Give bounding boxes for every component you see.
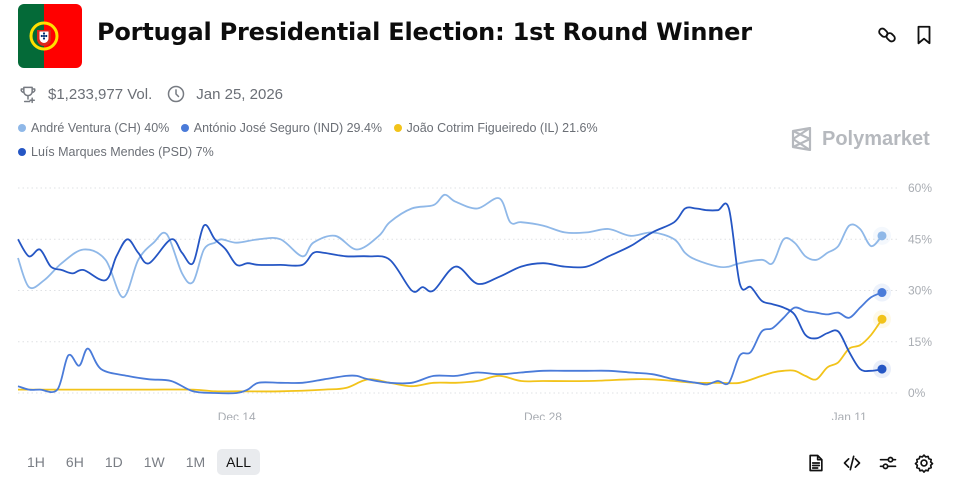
endpoint-marker-antonio-jose-seguro-ind [877, 288, 887, 298]
range-all[interactable]: ALL [217, 449, 261, 475]
gear-icon [914, 454, 934, 473]
legend-dot [180, 124, 189, 132]
x-tick-label: Jan 11 [832, 410, 867, 420]
range-1m[interactable]: 1M [185, 454, 206, 470]
y-tick-label: 60% [908, 181, 932, 195]
series-line-antonio-jose-seguro-ind [17, 291, 883, 395]
polymarket-icon [791, 127, 812, 151]
code-icon [843, 455, 861, 471]
y-tick-label: 15% [908, 335, 932, 349]
legend-label: Luís Marques Mendes (PSD) 7% [31, 145, 214, 159]
range-1h[interactable]: 1H [27, 454, 45, 470]
range-1d[interactable]: 1D [104, 454, 123, 470]
endpoint-marker-joao-cotrim-figueiredo-il [877, 314, 887, 324]
settings-button[interactable] [914, 453, 936, 475]
bookmark-button[interactable] [913, 24, 935, 46]
range-6h[interactable]: 6H [65, 454, 84, 470]
copy-link-button[interactable] [876, 24, 898, 46]
legend-dot [393, 124, 402, 132]
market-meta: $1,233,977 Vol. Jan 25, 2026 [18, 84, 283, 104]
time-range-selector: 1H 6H 1D 1W 1M ALL [18, 449, 263, 475]
bookmark-icon [917, 25, 931, 45]
legend-label: André Ventura (CH) 40% [31, 121, 170, 135]
sliders-icon [879, 456, 897, 470]
endpoint-marker-luis-marques-mendes-psd [877, 364, 887, 374]
legend-dot [18, 148, 26, 156]
rules-button[interactable] [806, 453, 828, 475]
series-line-andre-ventura-ch [17, 193, 883, 299]
legend-label: António José Seguro (IND) 29.4% [193, 121, 383, 135]
trophy-icon [18, 84, 38, 104]
filters-button[interactable] [878, 453, 900, 475]
line-chart: 60% 45% 30% 15% 0% Dec 14 Dec 28 Jan 11 [17, 181, 932, 420]
legend-item-seguro: António José Seguro (IND) 29.4% [180, 116, 383, 140]
y-tick-label: 45% [908, 232, 932, 246]
brand-name: Polymarket [822, 127, 930, 150]
polymarket-logo: Polymarket [790, 127, 930, 151]
volume-text: $1,233,977 Vol. [48, 85, 153, 103]
x-tick-label: Dec 14 [218, 410, 256, 420]
legend-item-ventura: André Ventura (CH) 40% [18, 116, 169, 140]
portugal-flag-icon [18, 4, 82, 68]
legend-dot [18, 124, 26, 132]
end-date-text: Jan 25, 2026 [196, 85, 284, 103]
y-tick-label: 30% [908, 284, 932, 298]
document-icon [809, 454, 823, 472]
series-line-luis-marques-mendes-psd [17, 202, 883, 373]
y-tick-label: 0% [908, 386, 926, 400]
link-icon [878, 27, 896, 43]
embed-button[interactable] [842, 453, 864, 475]
legend-item-figueiredo: João Cotrim Figueiredo (IL) 21.6% [393, 116, 598, 140]
clock-icon [166, 84, 186, 104]
series-line-joao-cotrim-figueiredo-il [18, 318, 883, 393]
endpoint-marker-andre-ventura-ch [877, 231, 887, 241]
x-tick-label: Dec 28 [524, 410, 562, 420]
chart-legend: André Ventura (CH) 40% António José Segu… [18, 116, 718, 164]
legend-item-mendes: Luís Marques Mendes (PSD) 7% [18, 140, 214, 164]
legend-label: João Cotrim Figueiredo (IL) 21.6% [406, 121, 598, 135]
range-1w[interactable]: 1W [143, 454, 165, 470]
page-title: Portugal Presidential Election: 1st Roun… [97, 18, 752, 46]
